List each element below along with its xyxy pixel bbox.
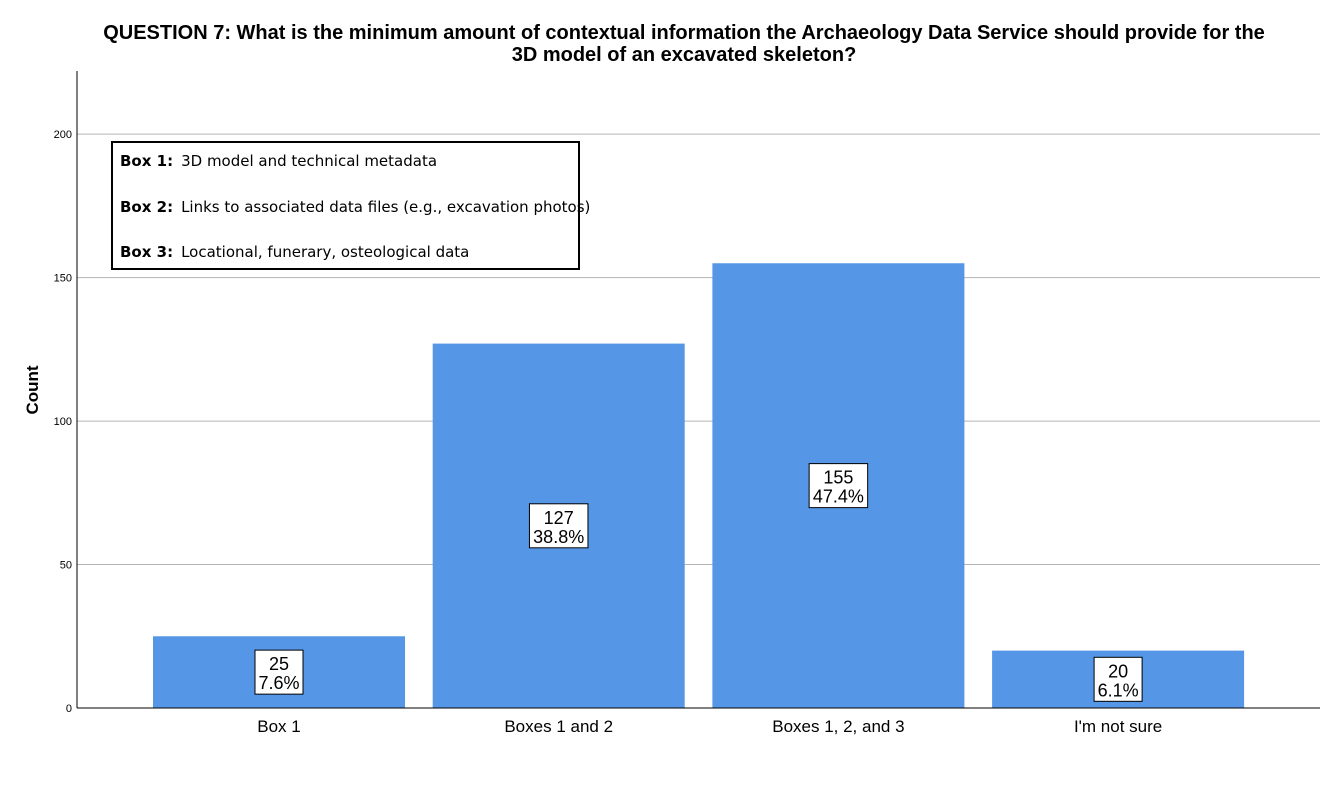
- y-tick-label: 0: [66, 703, 72, 715]
- y-tick-label: 150: [54, 273, 72, 285]
- legend-key: Box 2:: [120, 198, 174, 216]
- x-tick-label: Boxes 1, 2, and 3: [772, 717, 904, 736]
- legend-key: Box 1:: [120, 152, 174, 170]
- data-label-percent: 38.8%: [533, 527, 584, 547]
- legend-item-box-3: Box 3: Locational, funerary, osteological…: [120, 243, 469, 261]
- data-label-count: 127: [544, 508, 574, 528]
- legend-text: Links to associated data files (e.g., ex…: [181, 198, 591, 216]
- y-tick-label: 50: [60, 560, 72, 572]
- data-label-box: [528, 503, 589, 549]
- legend-item-box-2: Box 2: Links to associated data files (e.…: [120, 198, 590, 216]
- data-label-count: 25: [269, 654, 289, 674]
- gridlines: [77, 133, 1320, 566]
- data-label-box: [1093, 656, 1143, 702]
- axes: 0 50 100 150 200 Box 1 Boxes 1 and 2 Boxes 1, 2…: [54, 71, 1320, 736]
- bars: [153, 263, 1245, 708]
- legend-text: 3D model and technical metadata: [181, 152, 438, 170]
- x-tick-label: I'm not sure: [1074, 717, 1162, 736]
- legend-box: Box 1: 3D model and technical metadata Bo…: [111, 141, 590, 270]
- chart-title: QUESTION 7: What is the minimum amount o…: [40, 22, 1328, 66]
- y-axis-label: Count: [23, 365, 42, 414]
- y-tick-label: 200: [54, 129, 72, 141]
- legend-text: Locational, funerary, osteological data: [181, 243, 470, 261]
- x-tick-label: Box 1: [257, 717, 300, 736]
- data-label-count: 155: [823, 468, 853, 488]
- data-label-percent: 6.1%: [1098, 680, 1139, 700]
- legend-item-box-1: Box 1: 3D model and technical metadata: [120, 152, 437, 170]
- data-label-percent: 47.4%: [813, 487, 864, 507]
- chart-title-line-2: 3D model of an excavated skeleton?: [511, 44, 857, 66]
- data-label-box: [254, 649, 304, 695]
- chart-title-line-1: QUESTION 7: What is the minimum amount o…: [103, 22, 1265, 44]
- y-tick-label: 100: [54, 416, 72, 428]
- legend-key: Box 3:: [120, 243, 174, 261]
- x-tick-label: Boxes 1 and 2: [504, 717, 613, 736]
- data-label-percent: 7.6%: [258, 673, 299, 693]
- data-label-box: [808, 463, 869, 509]
- data-label-count: 20: [1108, 661, 1128, 681]
